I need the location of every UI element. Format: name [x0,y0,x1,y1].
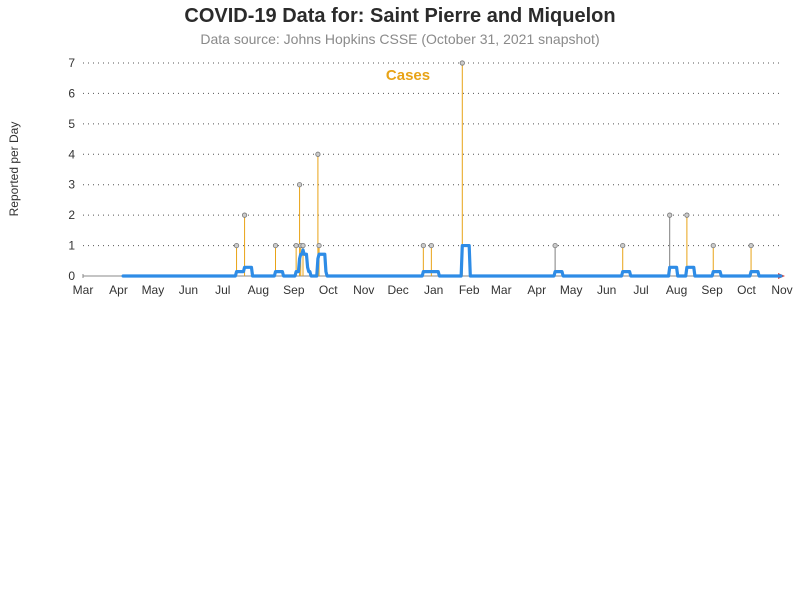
x-tick-label: Mar [491,283,512,297]
case-marker [293,242,299,249]
x-tick-label: Jun [597,283,616,297]
x-axis: Mar Apr May Jun Jul Aug Sep Oct Nov Dec Jan Feb Mar A… [73,273,793,297]
x-tick-label: Mar [73,283,94,297]
chart-subtitle: Data source: Johns Hopkins CSSE (October… [200,31,600,47]
y-tick-label: 1 [68,239,75,253]
case-marker [233,242,240,249]
case-marker [428,242,434,249]
case-marker [552,242,558,249]
y-tick-label: 7 [68,56,75,70]
case-marker [420,242,426,249]
x-tick-label: Jan [424,283,443,297]
y-tick-label: 6 [68,86,75,100]
x-tick-label: Apr [109,283,128,297]
x-tick-label: Sep [283,283,305,297]
x-tick-label: Oct [319,283,338,297]
case-marker [684,212,690,218]
grid-lines [83,62,782,247]
x-tick-label: Aug [248,283,269,297]
y-tick-label: 3 [68,178,75,192]
x-tick-label: Jul [215,283,230,297]
case-marker [748,242,754,249]
x-tick-label: Jul [633,283,648,297]
case-marker [620,242,626,249]
average-line [121,243,783,278]
case-marker [316,242,322,249]
x-tick-label: Feb [459,283,480,297]
case-marker [300,242,306,249]
average-line-path [121,243,783,278]
case-marker [296,182,303,188]
x-tick-label: Jun [179,283,198,297]
x-tick-label: Nov [353,283,374,297]
case-marker [241,212,248,218]
y-tick-label: 5 [68,117,75,131]
daily-case-bars [236,63,752,276]
case-marker [272,242,279,249]
case-marker [315,151,321,157]
daily-case-markers [233,60,754,249]
chart-title: COVID-19 Data for: Saint Pierre and Miqu… [184,5,616,27]
x-tick-label: Aug [666,283,687,297]
case-marker [710,242,716,249]
x-tick-label: Sep [701,283,723,297]
x-tick-label: Dec [387,283,408,297]
y-tick-label: 4 [68,147,75,161]
series-label: Cases [386,67,430,84]
y-axis: 0 1 2 3 4 5 6 7 [68,56,75,283]
case-marker [459,60,465,66]
x-tick-label: Nov [771,283,792,297]
x-tick-label: Apr [527,283,546,297]
case-marker [667,212,673,218]
y-tick-label: 0 [68,269,75,283]
x-tick-label: Oct [737,283,756,297]
x-tick-label: May [560,283,583,297]
x-tick-label: May [142,283,165,297]
y-tick-label: 2 [68,208,75,222]
y-axis-label: Reported per Day [7,122,21,217]
